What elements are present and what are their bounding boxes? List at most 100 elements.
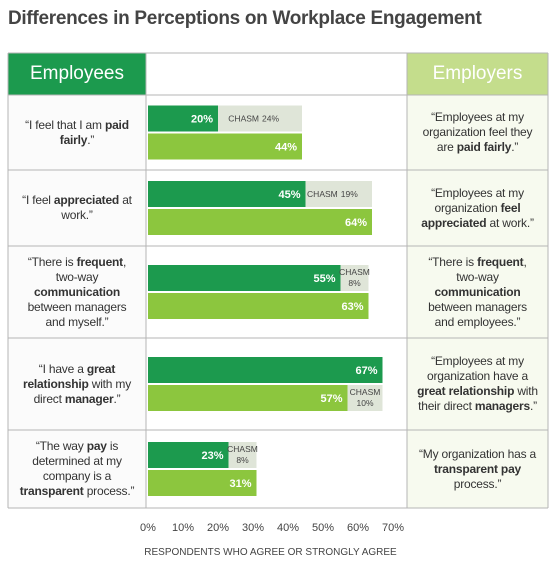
quote-cell: “I feel appreciated at work.” <box>8 170 146 246</box>
quote: “Employees at my organization have a gre… <box>417 354 538 414</box>
cell-bg <box>407 338 548 430</box>
quote-text: at work.” <box>486 215 534 230</box>
cell-bg <box>407 430 548 508</box>
chasm-value: 24% <box>262 114 279 124</box>
chart-title: Differences in Perceptions on Workplace … <box>8 8 482 29</box>
value-label: 63% <box>341 301 363 313</box>
quote-text: “I have a <box>38 361 87 376</box>
quote-text: , two-way <box>456 254 527 284</box>
quote-bold: appreciated <box>53 193 120 207</box>
quote-bold: transparent pay <box>433 461 522 476</box>
quote-cell: “There is frequent, two-way communicatio… <box>8 246 146 338</box>
quote-text: “Employees at my organization <box>431 185 524 215</box>
chasm-label: CHASM <box>227 444 258 454</box>
quote: “I feel appreciated at work.” <box>18 193 136 223</box>
quote-bold: frequent <box>477 254 524 269</box>
quote-text: process.” <box>83 484 135 498</box>
cell-bg <box>8 170 146 246</box>
quote: “Employees at my organization feel they … <box>417 110 538 155</box>
header-right <box>407 53 548 95</box>
header-left <box>8 53 146 95</box>
chasm-label: CHASM <box>307 189 338 199</box>
quote-bold: managers <box>474 399 530 413</box>
bar <box>148 293 369 319</box>
bar <box>148 181 306 207</box>
quote: “There is frequent, two-way communicatio… <box>417 255 538 330</box>
x-tick-label: 20% <box>207 522 229 534</box>
x-tick-label: 40% <box>277 522 299 534</box>
value-label: 31% <box>229 478 251 490</box>
quote-bold: feel appreciated <box>421 200 521 230</box>
chasm-value: 8% <box>236 455 249 465</box>
quote-text: , two-way <box>55 254 127 284</box>
value-label: 44% <box>275 142 297 154</box>
x-tick-label: 0% <box>140 522 156 534</box>
bar <box>148 133 302 160</box>
quote-text: “Employees at my organization feel they … <box>422 110 533 154</box>
quote-bold: frequent <box>76 254 124 269</box>
quote-text: .” <box>87 132 95 147</box>
value-label: 64% <box>345 217 367 229</box>
quote-text: with their direct <box>418 384 538 413</box>
quote-text: .” <box>529 399 537 413</box>
quote-text: process.” <box>453 476 502 491</box>
quote-cell: “Employees at my organization feel they … <box>407 95 548 170</box>
cell-bg <box>8 430 146 508</box>
quote-cell: “The way pay is determined at my company… <box>8 430 146 508</box>
quote-cell: “Employees at my organization feel appre… <box>407 170 548 246</box>
quote-bold: manager <box>64 391 114 406</box>
chasm-value: 19% <box>341 189 358 199</box>
quote-text: at work.” <box>61 193 132 222</box>
quote-bold: paid fairly <box>59 117 129 147</box>
x-axis-label: RESPONDENTS WHO AGREE OR STRONGLY AGREE <box>144 547 397 558</box>
quote-bold: great relationship <box>22 361 116 391</box>
chasm-box <box>340 265 369 291</box>
x-tick-label: 60% <box>347 522 369 534</box>
quote-bold: pay <box>86 439 107 453</box>
quote-cell: “I have a great relationship with my dir… <box>8 338 146 430</box>
x-tick-label: 70% <box>382 522 404 534</box>
quote: “The way pay is determined at my company… <box>18 439 136 499</box>
quote-cell: “Employees at my organization have a gre… <box>407 338 548 430</box>
cell-bg <box>8 95 146 170</box>
quote-text: “Employees at my organization have a <box>427 354 528 383</box>
quote-text: “I feel <box>22 193 54 207</box>
quote-cell: “I feel that I am paid fairly.” <box>8 95 146 170</box>
value-label: 55% <box>313 273 335 285</box>
value-label: 23% <box>201 450 223 462</box>
quote-bold: paid fairly <box>456 140 512 154</box>
chasm-box <box>228 442 257 468</box>
bar <box>148 470 257 496</box>
quote-text: “There is <box>27 254 77 269</box>
quote-cell: “There is frequent, two-way communicatio… <box>407 246 548 338</box>
quote-text: with my direct <box>33 376 132 406</box>
bar <box>148 442 229 468</box>
quote-bold: transparent <box>19 484 84 498</box>
chasm-value: 8% <box>348 278 361 288</box>
chasm-label: CHASM <box>339 267 370 277</box>
chasm-box <box>218 105 302 132</box>
bar <box>148 209 372 235</box>
quote-cell: “My organization has a transparent pay p… <box>407 430 548 508</box>
quote-text: .” <box>113 391 121 406</box>
quote: “There is frequent, two-way communicatio… <box>18 255 136 330</box>
chasm-box <box>347 385 383 411</box>
bar <box>148 105 218 132</box>
quote-bold: great relationship <box>417 384 515 398</box>
quote-text: “I feel that I am <box>25 117 105 132</box>
legend-employees: Employees <box>30 63 124 84</box>
quote-text: is determined at my company is a <box>32 439 122 483</box>
quote-text: between managers and employees.” <box>428 299 527 329</box>
cell-bg <box>407 170 548 246</box>
chasm-label: CHASM <box>350 387 381 397</box>
legend-employers: Employers <box>432 63 523 84</box>
value-label: 67% <box>355 365 377 377</box>
cell-bg <box>407 246 548 338</box>
bar <box>148 385 348 411</box>
x-tick-label: 30% <box>242 522 264 534</box>
quote-text: “My organization has a <box>419 446 536 461</box>
cell-bg <box>407 95 548 170</box>
x-tick-label: 10% <box>172 522 194 534</box>
